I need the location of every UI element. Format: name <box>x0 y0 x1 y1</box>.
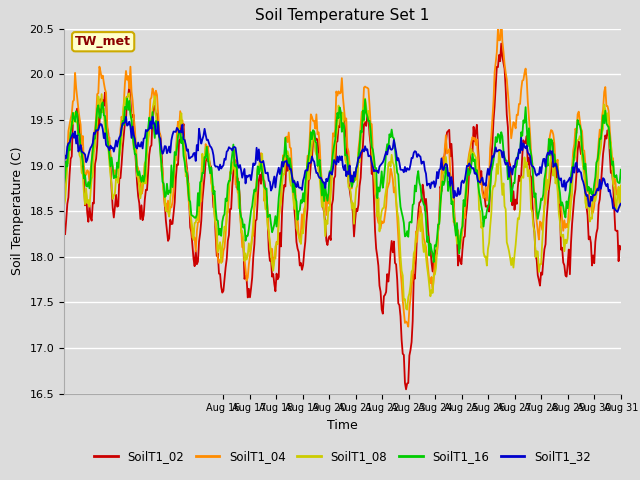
SoilT1_32 <box>68 133 76 139</box>
SoilT1_02 <box>617 246 625 252</box>
SoilT1_16 <box>617 167 625 173</box>
SoilT1_16 <box>324 189 332 195</box>
Line: SoilT1_16: SoilT1_16 <box>64 98 621 262</box>
SoilT1_02 <box>60 223 68 228</box>
SoilT1_32 <box>60 162 68 168</box>
X-axis label: Time: Time <box>327 419 358 432</box>
SoilT1_32 <box>324 174 332 180</box>
Text: TW_met: TW_met <box>75 35 131 48</box>
SoilT1_16 <box>60 182 68 188</box>
SoilT1_16 <box>529 185 537 191</box>
SoilT1_04 <box>385 182 392 188</box>
SoilT1_04 <box>497 11 505 17</box>
SoilT1_16 <box>68 123 76 129</box>
SoilT1_08 <box>529 223 537 229</box>
SoilT1_04 <box>268 246 276 252</box>
SoilT1_16 <box>386 132 394 137</box>
SoilT1_08 <box>386 159 394 165</box>
SoilT1_08 <box>269 268 277 274</box>
SoilT1_04 <box>324 192 332 198</box>
Line: SoilT1_02: SoilT1_02 <box>64 44 621 389</box>
SoilT1_02 <box>324 242 332 248</box>
SoilT1_02 <box>497 41 505 47</box>
SoilT1_02 <box>520 137 527 143</box>
Line: SoilT1_32: SoilT1_32 <box>64 117 621 212</box>
SoilT1_32 <box>617 201 625 207</box>
SoilT1_04 <box>520 77 527 83</box>
SoilT1_04 <box>404 324 412 330</box>
Y-axis label: Soil Temperature (C): Soil Temperature (C) <box>11 147 24 276</box>
SoilT1_08 <box>520 175 527 180</box>
SoilT1_32 <box>529 163 536 169</box>
SoilT1_32 <box>518 147 526 153</box>
SoilT1_32 <box>148 114 156 120</box>
SoilT1_04 <box>617 195 625 201</box>
SoilT1_02 <box>68 154 76 159</box>
SoilT1_02 <box>385 279 392 285</box>
SoilT1_08 <box>403 307 411 312</box>
SoilT1_16 <box>520 118 527 123</box>
SoilT1_08 <box>125 90 133 96</box>
SoilT1_04 <box>529 175 537 181</box>
SoilT1_32 <box>269 180 277 185</box>
SoilT1_08 <box>60 203 68 208</box>
Line: SoilT1_08: SoilT1_08 <box>64 93 621 310</box>
SoilT1_32 <box>614 209 621 215</box>
SoilT1_16 <box>430 259 438 265</box>
SoilT1_08 <box>324 204 332 210</box>
SoilT1_02 <box>529 218 537 224</box>
SoilT1_16 <box>269 226 277 231</box>
SoilT1_02 <box>402 386 410 392</box>
SoilT1_32 <box>386 143 394 148</box>
Legend: SoilT1_02, SoilT1_04, SoilT1_08, SoilT1_16, SoilT1_32: SoilT1_02, SoilT1_04, SoilT1_08, SoilT1_… <box>90 445 595 468</box>
SoilT1_08 <box>68 119 76 125</box>
SoilT1_02 <box>268 274 276 279</box>
SoilT1_08 <box>617 182 625 188</box>
Title: Soil Temperature Set 1: Soil Temperature Set 1 <box>255 9 429 24</box>
SoilT1_16 <box>124 96 131 101</box>
SoilT1_04 <box>60 195 68 201</box>
SoilT1_04 <box>68 111 76 117</box>
Line: SoilT1_04: SoilT1_04 <box>64 14 621 327</box>
